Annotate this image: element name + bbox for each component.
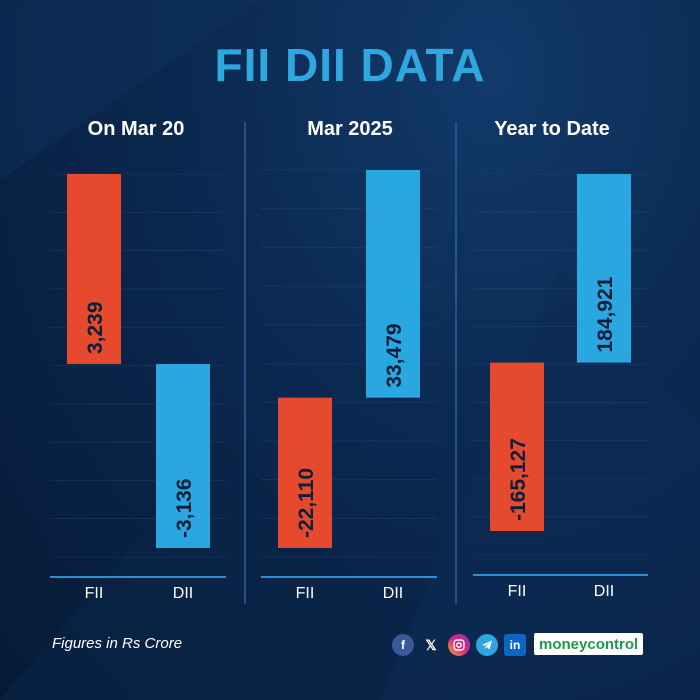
page-title: FII DII DATA — [214, 39, 486, 91]
bar-value-label-dii: 33,479 — [383, 323, 406, 387]
facebook-icon[interactable]: f — [392, 634, 414, 656]
category-label-fii: FII — [296, 585, 315, 602]
category-label-dii: DII — [594, 583, 614, 600]
instagram-icon[interactable] — [448, 634, 470, 656]
bar-value-label-fii: 3,239 — [84, 301, 107, 354]
bar-fii — [278, 397, 332, 548]
panel-title-mar-2025: Mar 2025 — [307, 118, 393, 140]
moneycontrol-logo: money control — [534, 633, 644, 655]
bar-fii — [490, 362, 544, 531]
footnote: Figures in Rs Crore — [52, 635, 183, 652]
bar-value-label-dii: -3,136 — [173, 478, 196, 538]
panel-title-ytd: Year to Date — [494, 118, 610, 140]
panel-divider-1 — [244, 122, 246, 604]
panel-title-mar-20: On Mar 20 — [87, 118, 185, 140]
bar-dii — [366, 170, 420, 398]
telegram-icon[interactable] — [476, 634, 498, 656]
linkedin-icon[interactable]: in — [504, 634, 526, 656]
bar-value-label-fii: -165,127 — [507, 438, 530, 521]
category-label-dii: DII — [383, 585, 403, 602]
bar-dii — [156, 364, 210, 548]
category-label-fii: FII — [85, 585, 104, 602]
bar-dii — [577, 174, 631, 363]
bar-fii — [67, 174, 121, 365]
x-icon[interactable]: 𝕏 — [425, 636, 437, 653]
category-label-fii: FII — [508, 583, 527, 600]
category-label-dii: DII — [173, 585, 193, 602]
bar-value-label-fii: -22,110 — [295, 468, 318, 538]
panel-divider-2 — [455, 122, 457, 604]
bar-value-label-dii: 184,921 — [594, 276, 617, 352]
